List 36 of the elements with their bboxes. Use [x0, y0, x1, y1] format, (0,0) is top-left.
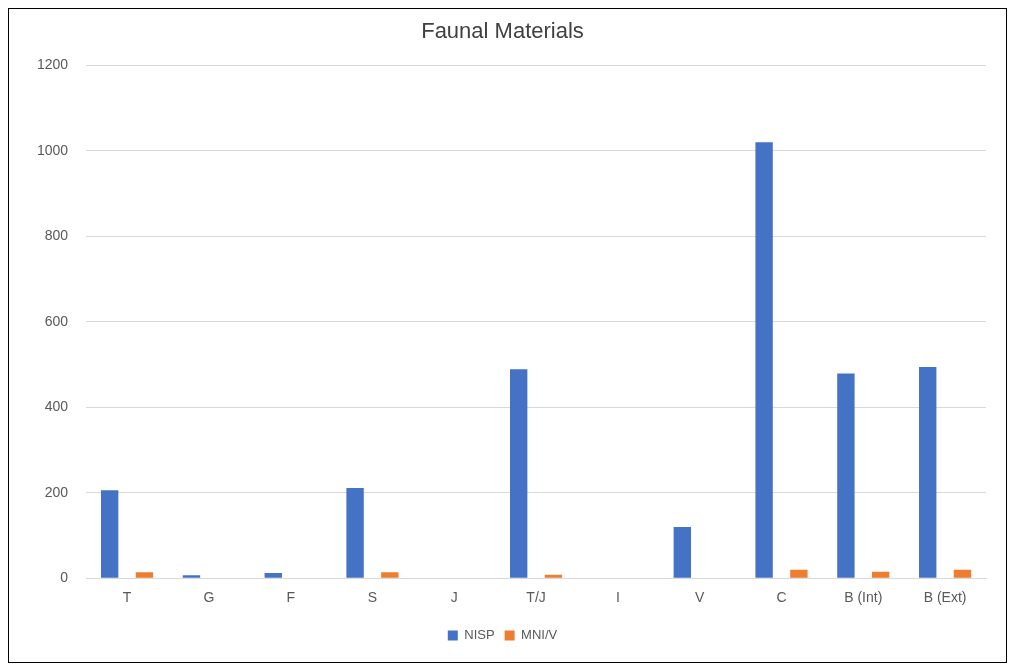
bar: [182, 575, 201, 578]
x-tick-label: S: [367, 589, 378, 606]
x-tick-label: T/J: [526, 589, 546, 606]
bar: [919, 367, 937, 578]
bar: [837, 373, 855, 578]
bar: [953, 569, 972, 578]
bar: [510, 369, 528, 578]
bar: [381, 572, 399, 578]
bar: [264, 573, 282, 578]
y-tick-label: 1000: [36, 141, 69, 158]
legend-label: MNI/V: [521, 627, 558, 643]
bar: [544, 574, 563, 578]
x-tick-label: T: [122, 589, 132, 606]
legend-label: NISP: [464, 627, 495, 643]
y-tick-label: 0: [60, 569, 69, 586]
x-tick-label: G: [203, 589, 215, 606]
x-tick-label: C: [776, 589, 787, 606]
y-tick-label: 200: [44, 483, 69, 500]
x-tick-label: J: [450, 589, 458, 606]
bar: [135, 572, 154, 578]
bar: [790, 569, 808, 578]
bar: [673, 526, 691, 578]
x-tick-label: V: [695, 589, 706, 606]
y-tick-label: 600: [44, 312, 69, 329]
chart-title: Faunal Materials: [421, 18, 584, 44]
bar: [346, 488, 364, 578]
y-tick-label: 400: [44, 398, 69, 415]
bar: [871, 571, 890, 578]
x-tick-label: F: [286, 589, 295, 606]
x-tick-label: B (Ext): [923, 589, 967, 606]
y-tick-label: 800: [44, 227, 69, 244]
x-tick-label: I: [615, 589, 620, 606]
x-tick-label: B (Int): [844, 589, 883, 606]
bar: [755, 142, 773, 578]
y-tick-label: 1200: [36, 56, 69, 73]
bar: [100, 490, 119, 578]
